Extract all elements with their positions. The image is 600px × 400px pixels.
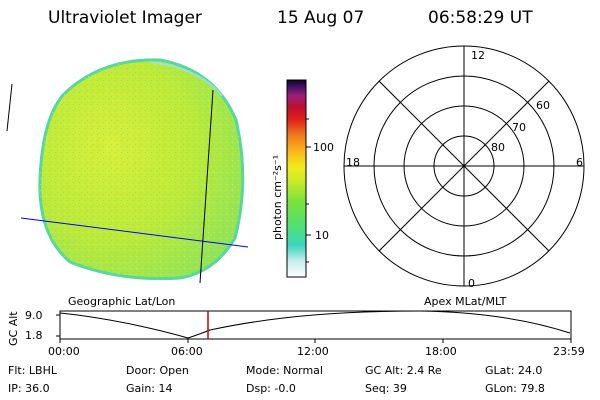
altitude-ytick-max: 9.0 <box>25 309 43 322</box>
geo-grid-label: Geographic Lat/Lon <box>68 295 176 308</box>
image-date: 15 Aug 07 <box>277 8 365 28</box>
info-filter: Flt: LBHL <box>8 364 57 377</box>
time-tick-2359: 23:59 <box>553 345 585 358</box>
polar-plot <box>343 45 585 287</box>
info-glat: GLat: 24.0 <box>485 364 543 377</box>
mlat-label-60: 60 <box>536 99 550 112</box>
mlat-label-70: 70 <box>512 121 526 134</box>
info-dsp: Dsp: -0.0 <box>246 382 296 395</box>
altitude-axis-ticks <box>56 314 572 343</box>
time-tick-1200: 12:00 <box>297 345 329 358</box>
mlt-label-dawn: 6 <box>576 156 583 169</box>
info-ip: IP: 36.0 <box>8 382 50 395</box>
time-tick-0000: 00:00 <box>48 345 80 358</box>
info-mode: Mode: Normal <box>246 364 323 377</box>
mlt-label-dusk: 18 <box>346 156 360 169</box>
latitude-line-geographic <box>20 217 249 248</box>
mlat-label-80: 80 <box>491 141 505 154</box>
mlt-label-noon: 12 <box>471 49 485 62</box>
limb-marker-line <box>6 83 13 132</box>
apex-grid-label: Apex MLat/MLT <box>424 295 507 308</box>
colorbar-unit-label: photon cm⁻²s⁻¹ <box>271 154 284 240</box>
instrument-title: Ultraviolet Imager <box>48 8 202 28</box>
earth-disk <box>38 58 245 281</box>
longitude-line <box>199 89 214 284</box>
info-gc-alt: GC Alt: 2.4 Re <box>365 364 442 377</box>
info-glon: GLon: 79.8 <box>485 382 545 395</box>
info-gain: Gain: 14 <box>126 382 173 395</box>
time-tick-1800: 18:00 <box>425 345 457 358</box>
altitude-ytick-min: 1.8 <box>25 329 43 342</box>
time-tick-0600: 06:00 <box>171 345 203 358</box>
altitude-curve <box>59 310 571 339</box>
colorbar-tick-100: 100 <box>313 141 334 154</box>
info-door: Door: Open <box>126 364 189 377</box>
altitude-axis-label: GC Alt <box>7 311 20 346</box>
image-time: 06:58:29 UT <box>428 8 533 28</box>
mlt-label-midnight: 0 <box>468 277 475 290</box>
info-seq: Seq: 39 <box>365 382 407 395</box>
colorbar-tick-10: 10 <box>315 229 329 242</box>
colorbar <box>286 79 307 278</box>
colorbar-ticks <box>306 118 311 263</box>
